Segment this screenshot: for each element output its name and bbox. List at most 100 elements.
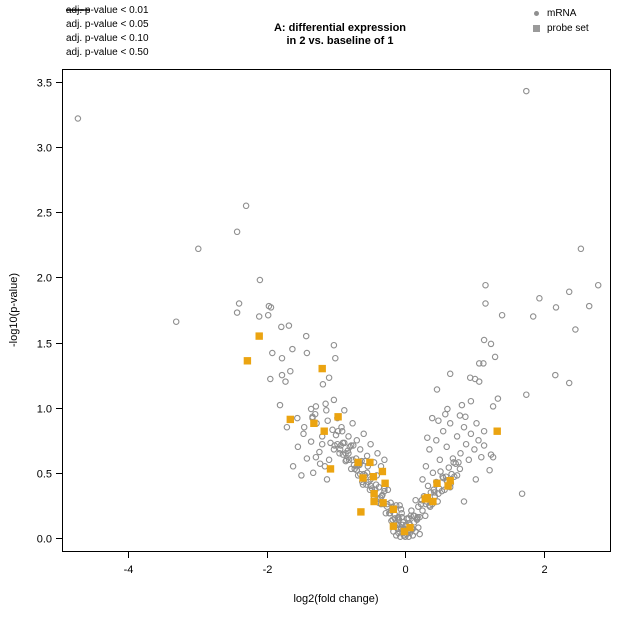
data-point-square xyxy=(370,497,378,506)
data-point-circle xyxy=(382,509,390,517)
data-point-circle xyxy=(594,281,602,289)
data-point-square xyxy=(423,493,431,502)
data-point-circle xyxy=(381,456,388,464)
data-point-circle xyxy=(307,438,315,445)
data-point-circle xyxy=(325,374,333,381)
data-point-square xyxy=(446,477,454,485)
data-point-circle xyxy=(498,311,506,319)
data-point-circle xyxy=(460,423,468,431)
data-point-circle xyxy=(585,302,593,310)
data-point-circle xyxy=(475,360,483,367)
data-point-square xyxy=(243,357,252,365)
data-point-circle xyxy=(233,309,241,316)
y-tick-label: 3.5 xyxy=(37,78,52,90)
data-point-circle xyxy=(429,469,437,477)
data-point-circle xyxy=(323,407,330,414)
data-point-circle xyxy=(419,476,426,483)
line-style-sample-icon xyxy=(66,9,90,11)
data-point-circle xyxy=(552,371,559,379)
data-point-circle xyxy=(294,443,302,451)
marker-legend-label: mRNA xyxy=(547,8,577,19)
y-tick-label: 2.5 xyxy=(37,208,52,220)
data-point-circle xyxy=(577,245,585,253)
data-point-circle xyxy=(462,440,470,448)
data-point-circle xyxy=(242,202,250,210)
data-point-circle xyxy=(338,427,346,435)
y-tick-label: 0.5 xyxy=(37,469,52,481)
data-point-circle xyxy=(572,326,579,333)
x-tick-label: 0 xyxy=(402,564,408,576)
marker-legend-item: probe set xyxy=(531,21,589,36)
data-point-circle xyxy=(372,481,380,488)
data-point-circle xyxy=(267,375,274,383)
data-point-circle xyxy=(353,466,361,474)
data-point-circle xyxy=(446,420,454,427)
data-point-circle xyxy=(443,443,450,451)
plot-border xyxy=(62,69,611,552)
data-point-circle xyxy=(435,490,442,497)
data-point-circle xyxy=(456,412,464,419)
data-point-circle xyxy=(356,446,364,453)
data-point-circle xyxy=(278,323,285,331)
data-point-circle xyxy=(491,353,499,361)
data-point-square xyxy=(370,490,378,498)
data-point-circle xyxy=(482,300,489,307)
data-point-square xyxy=(444,482,452,490)
marker-legend: mRNA probe set xyxy=(531,6,589,36)
data-point-circle xyxy=(307,405,315,413)
data-point-circle xyxy=(480,336,488,344)
data-point-circle xyxy=(486,466,493,474)
data-point-circle xyxy=(462,413,469,421)
data-point-circle xyxy=(285,322,293,329)
data-point-circle xyxy=(444,405,451,413)
data-point-circle xyxy=(300,430,307,438)
data-point-circle xyxy=(458,401,466,409)
x-axis-label-wrap: log2(fold change) xyxy=(0,593,624,605)
data-point-circle xyxy=(475,437,482,444)
data-point-circle xyxy=(396,502,403,509)
y-tick-label: 3.0 xyxy=(37,143,52,155)
data-point-square xyxy=(493,427,501,435)
data-point-circle xyxy=(439,427,447,435)
marker-legend-item: mRNA xyxy=(531,6,589,21)
data-point-circle xyxy=(289,345,296,353)
data-point-circle xyxy=(424,434,431,441)
data-point-circle xyxy=(312,403,320,410)
data-point-circle xyxy=(518,490,526,497)
data-point-circle xyxy=(482,281,489,289)
x-tick-label: -2 xyxy=(263,564,273,576)
data-point-circle xyxy=(350,442,357,449)
data-point-circle xyxy=(456,465,464,473)
data-point-circle xyxy=(565,379,573,387)
data-point-circle xyxy=(353,437,361,444)
data-point-circle xyxy=(265,302,273,310)
y-tick-label: 1.0 xyxy=(37,404,52,416)
data-point-circle xyxy=(465,456,473,464)
data-point-circle xyxy=(329,426,336,434)
data-point-circle xyxy=(327,439,334,447)
data-point-circle xyxy=(316,460,324,467)
data-point-circle xyxy=(319,381,327,388)
data-point-circle xyxy=(381,487,388,495)
data-point-circle xyxy=(480,427,488,435)
mrna-points xyxy=(74,87,602,540)
x-tick-label: 2 xyxy=(541,564,547,576)
data-point-circle xyxy=(460,498,468,505)
threshold-legend-label: adj. p-value < 0.01 xyxy=(66,4,149,16)
data-point-square xyxy=(381,479,389,487)
data-point-circle xyxy=(330,446,338,453)
data-point-circle xyxy=(300,423,308,431)
data-point-circle xyxy=(453,472,461,479)
data-point-circle xyxy=(489,403,497,410)
data-point-circle xyxy=(446,370,454,378)
data-point-circle xyxy=(487,340,495,348)
data-point-square xyxy=(433,479,441,487)
data-point-circle xyxy=(316,448,323,456)
data-point-circle xyxy=(341,407,348,414)
data-point-square xyxy=(369,473,378,481)
data-point-circle xyxy=(346,443,354,451)
data-point-circle xyxy=(398,509,405,517)
data-point-circle xyxy=(312,453,320,461)
data-point-square xyxy=(379,499,387,507)
data-point-circle xyxy=(318,440,326,448)
